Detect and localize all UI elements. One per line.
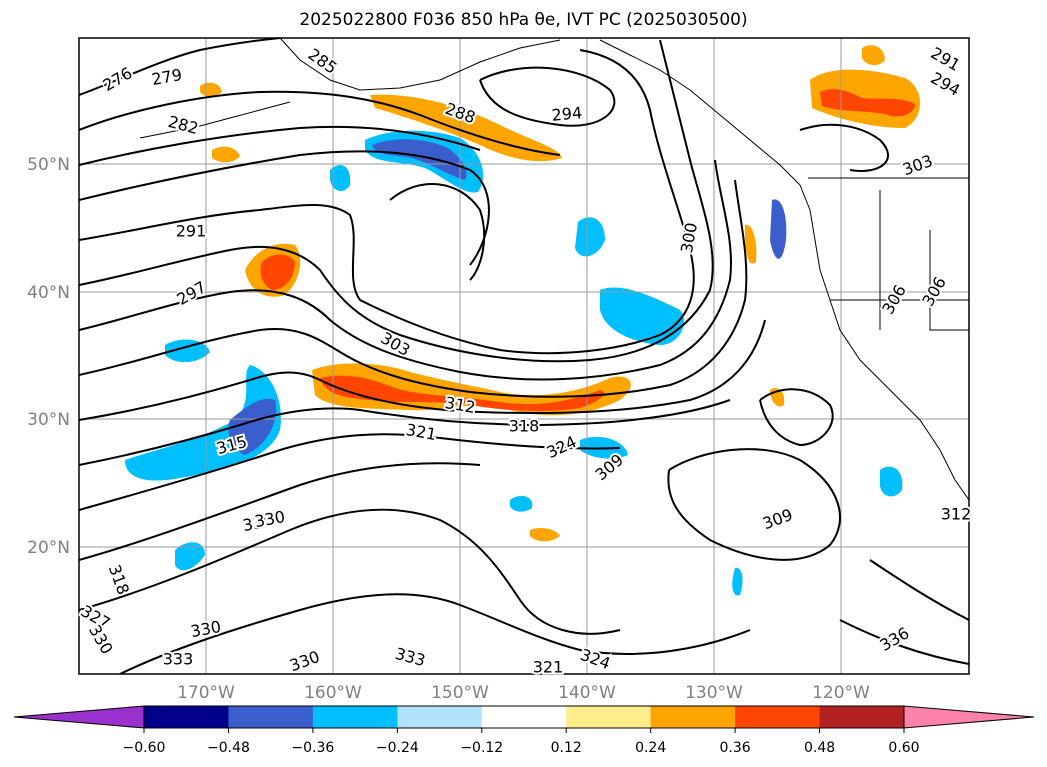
lat-label-20n: 20°N — [27, 538, 70, 558]
ivt-positive-core — [320, 375, 604, 412]
contour-label: 330 — [85, 622, 117, 658]
ivt-negative-patch — [880, 466, 903, 497]
ivt-negative-core — [228, 398, 277, 455]
colorbar-tick-label: −0.60 — [123, 740, 166, 756]
colorbar-bin — [312, 706, 398, 728]
contour-label: 318 — [105, 562, 133, 597]
colorbar-bin — [481, 706, 567, 728]
ivt-negative-core — [372, 139, 467, 180]
contour-label: 324 — [578, 645, 613, 673]
shading-layer — [125, 45, 920, 596]
contour-label: 276 — [100, 63, 136, 95]
ivt-positive-patch — [862, 45, 885, 66]
contour-label: 330 — [253, 507, 286, 531]
colorbar-extend-high — [903, 705, 1035, 729]
colorbar-tick-label: −0.36 — [291, 740, 334, 756]
contour-label: 309 — [760, 505, 795, 533]
coastlines — [139, 38, 969, 501]
lat-label-40n: 40°N — [27, 283, 70, 303]
lon-label-160w: 160°W — [304, 683, 362, 703]
colorbar-bin — [650, 706, 736, 728]
ivt-negative-patch — [175, 542, 205, 571]
contour-label: 312 — [443, 393, 476, 417]
lon-label-140w: 140°W — [558, 683, 616, 703]
contour-label: 285 — [305, 45, 341, 78]
ivt-negative-patch — [165, 339, 210, 363]
contour-label: 336 — [877, 623, 913, 655]
ivt-positive-core — [820, 89, 915, 117]
lon-label-120w: 120°W — [812, 683, 870, 703]
ivt-negative-patch — [600, 287, 684, 345]
ivt-positive-patch — [530, 528, 560, 542]
ivt-positive-core — [260, 254, 295, 290]
plot-title: 2025022800 F036 850 hPa θe, IVT PC (2025… — [299, 10, 748, 30]
colorbar-tick-label: −0.12 — [460, 740, 503, 756]
theta-e-contours — [79, 38, 969, 674]
ivt-negative-patch — [510, 495, 533, 512]
colorbar-tick-label: 0.24 — [635, 740, 666, 756]
colorbar-bin — [819, 706, 905, 728]
contour-label: 300 — [677, 221, 701, 254]
contour-label: 321 — [404, 420, 437, 444]
contour-label: 318 — [509, 417, 540, 436]
contour-label: 294 — [551, 103, 583, 125]
colorbar-tick-label: −0.48 — [207, 740, 250, 756]
colorbar-tick-label: 0.12 — [551, 740, 582, 756]
contour-label: 330 — [287, 647, 322, 675]
lon-label-150w: 150°W — [431, 683, 489, 703]
contour-label: 333 — [163, 650, 194, 669]
contour-label: 330 — [189, 617, 222, 641]
colorbar-tick-label: 0.36 — [720, 740, 751, 756]
ivt-positive-patch — [212, 146, 240, 163]
ivt-positive-patch — [370, 94, 562, 162]
graticule — [79, 38, 969, 674]
colorbar: −0.60 −0.48 −0.36 −0.24 −0.12 0.12 0.24 0.36 0.4… — [13, 705, 1035, 756]
contour-label: 279 — [150, 65, 183, 89]
contour-label: 297 — [174, 277, 210, 309]
colorbar-bin — [228, 706, 314, 728]
contour-label: 333 — [393, 644, 427, 670]
ivt-positive-patch — [744, 224, 757, 264]
ivt-negative-patch — [575, 217, 605, 257]
contour-label: 294 — [928, 68, 964, 100]
colorbar-bin — [566, 706, 652, 728]
colorbar-bin — [144, 706, 229, 728]
ivt-negative-patch — [330, 165, 351, 192]
colorbar-tick-label: 0.60 — [888, 740, 919, 756]
contour-label: 282 — [166, 112, 200, 138]
colorbar-bin — [735, 706, 821, 728]
colorbar-bin — [397, 706, 483, 728]
colorbar-extend-low — [13, 705, 145, 729]
contour-label: 303 — [900, 151, 935, 179]
contour-label: 324 — [544, 432, 580, 462]
ivt-negative-patch — [770, 199, 787, 259]
contour-label: 291 — [928, 43, 964, 75]
ivt-positive-patch — [200, 82, 222, 97]
contour-label: 321 — [533, 658, 564, 677]
ivt-negative-patch — [732, 567, 743, 596]
map-frame — [78, 37, 970, 675]
lat-label-50n: 50°N — [27, 155, 70, 175]
lon-label-130w: 130°W — [685, 683, 743, 703]
colorbar-tick-label: 0.48 — [804, 740, 835, 756]
lat-label-30n: 30°N — [27, 410, 70, 430]
contour-label: 291 — [176, 222, 207, 241]
colorbar-tick-label: −0.24 — [376, 740, 419, 756]
lon-label-170w: 170°W — [177, 683, 235, 703]
colorbar-frame — [143, 705, 905, 729]
contour-label: 312 — [941, 505, 972, 524]
